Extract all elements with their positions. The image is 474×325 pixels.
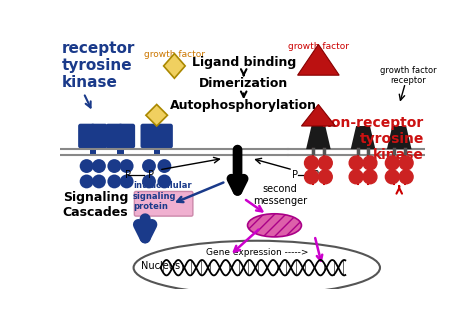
Polygon shape [164, 54, 185, 78]
Ellipse shape [120, 159, 134, 173]
Bar [118, 145, 124, 155]
Circle shape [319, 156, 332, 170]
Ellipse shape [120, 175, 134, 188]
Ellipse shape [80, 175, 93, 188]
Polygon shape [387, 126, 411, 149]
Text: Signaling
Cascades: Signaling Cascades [63, 191, 128, 219]
Text: P: P [313, 170, 319, 180]
FancyBboxPatch shape [78, 124, 95, 148]
Text: P: P [148, 170, 155, 180]
Circle shape [349, 170, 363, 184]
Ellipse shape [142, 159, 156, 173]
Text: second
messenger: second messenger [253, 185, 307, 206]
Polygon shape [351, 126, 375, 149]
Ellipse shape [92, 175, 106, 188]
Text: Ligand binding: Ligand binding [191, 56, 296, 69]
Circle shape [319, 170, 332, 184]
Ellipse shape [92, 159, 106, 173]
Text: Dimerization: Dimerization [199, 77, 288, 90]
FancyBboxPatch shape [118, 124, 135, 148]
Text: growth factor: growth factor [288, 42, 349, 51]
Circle shape [349, 156, 363, 170]
Ellipse shape [108, 175, 121, 188]
Text: Autophosphorylation: Autophosphorylation [170, 99, 317, 112]
Text: receptor
tyrosine
kinase: receptor tyrosine kinase [62, 41, 136, 90]
Circle shape [363, 170, 377, 184]
Ellipse shape [142, 175, 156, 188]
Circle shape [304, 156, 319, 170]
Polygon shape [301, 104, 335, 126]
Text: growth factor: growth factor [144, 50, 205, 59]
FancyBboxPatch shape [140, 124, 157, 148]
FancyBboxPatch shape [156, 124, 173, 148]
Circle shape [304, 170, 319, 184]
Bar [154, 145, 160, 155]
Text: intracellular
signaling
protein: intracellular signaling protein [133, 181, 191, 211]
Ellipse shape [157, 159, 171, 173]
Text: growth factor
receptor: growth factor receptor [380, 66, 437, 85]
Text: Nucleus: Nucleus [141, 261, 181, 271]
Text: Gene expression ----->: Gene expression -----> [206, 248, 308, 257]
FancyBboxPatch shape [106, 124, 123, 148]
Text: P: P [292, 170, 298, 180]
Ellipse shape [157, 175, 171, 188]
Text: non-receptor
tyrosine
kinase: non-receptor tyrosine kinase [322, 116, 424, 162]
FancyBboxPatch shape [91, 124, 108, 148]
Circle shape [385, 170, 399, 184]
Circle shape [399, 170, 413, 184]
Ellipse shape [80, 159, 93, 173]
FancyBboxPatch shape [134, 191, 193, 216]
Ellipse shape [108, 159, 121, 173]
Circle shape [399, 156, 413, 170]
Ellipse shape [247, 214, 301, 237]
Circle shape [385, 156, 399, 170]
Text: P: P [125, 170, 131, 180]
Bar [90, 145, 96, 155]
Circle shape [363, 156, 377, 170]
Polygon shape [298, 45, 339, 75]
Polygon shape [146, 104, 167, 126]
Polygon shape [306, 126, 331, 149]
